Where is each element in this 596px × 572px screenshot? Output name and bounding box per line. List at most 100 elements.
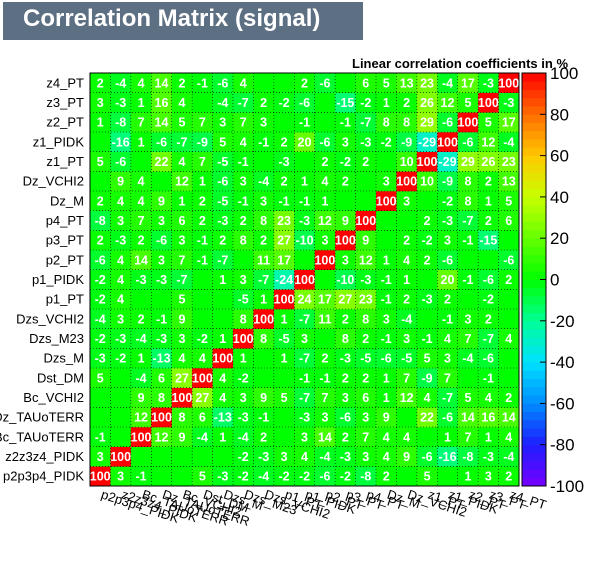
heatmap-cell: [416, 407, 438, 428]
heatmap-cell: [335, 73, 356, 93]
palette-band: [522, 419, 546, 429]
cell-value-label: -1: [258, 411, 269, 425]
cell-value-label: -4: [197, 430, 208, 444]
x-axis-labels: p2p3p4_PIDKz2z3z4_PIDKBc_TAUoTERRDz_TAUo…: [99, 487, 548, 529]
heatmap-cell: [314, 92, 336, 113]
cell-value-label: 3: [260, 194, 267, 208]
cell-value-label: 2: [321, 352, 328, 366]
heatmap-cell: [110, 191, 132, 211]
cell-value-label: 8: [240, 312, 247, 326]
heatmap-cell: [376, 151, 397, 172]
cell-value-label: 20: [441, 273, 455, 287]
heatmap-cell: [294, 132, 316, 152]
heatmap-cell: [212, 348, 234, 369]
cell-value-label: -2: [197, 332, 208, 346]
heatmap-cell: [192, 230, 213, 251]
heatmap-cell: [457, 446, 479, 467]
cell-value-label: 5: [464, 391, 471, 405]
cell-value-label: -3: [258, 450, 269, 464]
cell-value-label: 100: [478, 96, 499, 110]
cell-value-label: -16: [438, 450, 456, 464]
heatmap-cell: [151, 230, 173, 251]
palette-tick-label: -60: [550, 394, 575, 413]
heatmap-cell: [355, 407, 377, 428]
palette-band: [522, 81, 546, 90]
cell-value-label: 8: [342, 332, 349, 346]
cell-value-label: 8: [383, 116, 390, 130]
cell-value-label: 3: [444, 352, 451, 366]
chart-title: Correlation Matrix (signal): [23, 5, 321, 32]
heatmap-cell: [396, 92, 418, 113]
heatmap-cell: [457, 427, 479, 447]
heatmap-cell: [355, 210, 377, 231]
cell-value-label: 3: [362, 450, 369, 464]
heatmap-cell: [171, 191, 193, 211]
heatmap-cell: [130, 427, 152, 447]
heatmap-cell: [171, 112, 193, 133]
cell-value-label: -8: [462, 450, 473, 464]
heatmap-cell: [151, 446, 173, 467]
heatmap-cell: [457, 171, 479, 192]
heatmap-cell: [416, 466, 438, 487]
heatmap-cell: [355, 446, 377, 467]
heatmap-cell: [478, 73, 499, 93]
heatmap-cell: [294, 368, 316, 388]
palette-tick-label: 80: [550, 105, 569, 124]
heatmap-cell: [478, 132, 499, 152]
cell-value-label: -1: [299, 371, 310, 385]
heatmap-cell: [416, 151, 438, 172]
heatmap-cell: [437, 151, 459, 172]
heatmap-cell: [90, 368, 111, 388]
heatmap-cell: [457, 368, 479, 388]
cell-value-label: -3: [115, 96, 126, 110]
palette-band: [522, 428, 546, 437]
cell-value-label: 1: [485, 430, 492, 444]
heatmap-cell: [212, 191, 234, 211]
heatmap-cell: [335, 289, 356, 310]
cell-value-label: -3: [483, 76, 494, 90]
heatmap-cell: [233, 92, 254, 113]
heatmap-cell: [498, 368, 520, 388]
heatmap-cell: [110, 151, 132, 172]
cell-value-label: -4: [258, 175, 269, 189]
heatmap-cell: [457, 387, 479, 408]
cell-value-label: 4: [199, 352, 206, 366]
heatmap-cell: [253, 151, 275, 172]
cell-value-label: 1: [138, 352, 145, 366]
heatmap-cell: [437, 387, 459, 408]
heatmap-cell: [396, 466, 418, 487]
heatmap-cell: [457, 151, 479, 172]
cell-value-label: -7: [217, 253, 228, 267]
cell-value-label: -4: [115, 76, 126, 90]
palette-tick-label: 60: [550, 147, 569, 166]
palette-band: [522, 246, 546, 256]
palette-band: [522, 469, 546, 479]
heatmap-cell: [151, 210, 173, 231]
cell-value-label: 3: [485, 470, 492, 484]
heatmap-cell: [396, 328, 418, 349]
cell-value-label: 7: [464, 430, 471, 444]
heatmap-cell: [151, 112, 173, 133]
cell-value-label: 1: [260, 293, 267, 307]
y-tick-label: Dzs_VCHI2: [16, 311, 84, 326]
heatmap-cell: [355, 230, 377, 251]
color-palette: 100 80 60 40 20 0 -20 -40 -60 -80 -100: [521, 64, 584, 496]
cell-value-label: 8: [403, 116, 410, 130]
cell-value-label: 10: [400, 155, 414, 169]
heatmap-cell: [376, 210, 397, 231]
palette-band: [522, 89, 546, 99]
cell-value-label: -6: [442, 116, 453, 130]
y-axis-labels: p2p3p4_PIDK z2z3z4_PIDK Bc_TAUoTERR Dz_TAUo…: [0, 75, 84, 483]
cell-value-label: 23: [277, 214, 291, 228]
heatmap-cell: [192, 112, 213, 133]
cell-value-label: 4: [383, 430, 390, 444]
cell-value-label: 100: [396, 175, 417, 189]
palette-band: [522, 345, 546, 355]
cell-value-label: 8: [260, 214, 267, 228]
heatmap-cell: [90, 446, 111, 467]
heatmap-grid: [89, 72, 520, 487]
heatmap-cell: [233, 328, 254, 349]
cell-value-label: 3: [178, 332, 185, 346]
palette-band: [522, 362, 546, 371]
cell-value-label: 100: [151, 411, 172, 425]
